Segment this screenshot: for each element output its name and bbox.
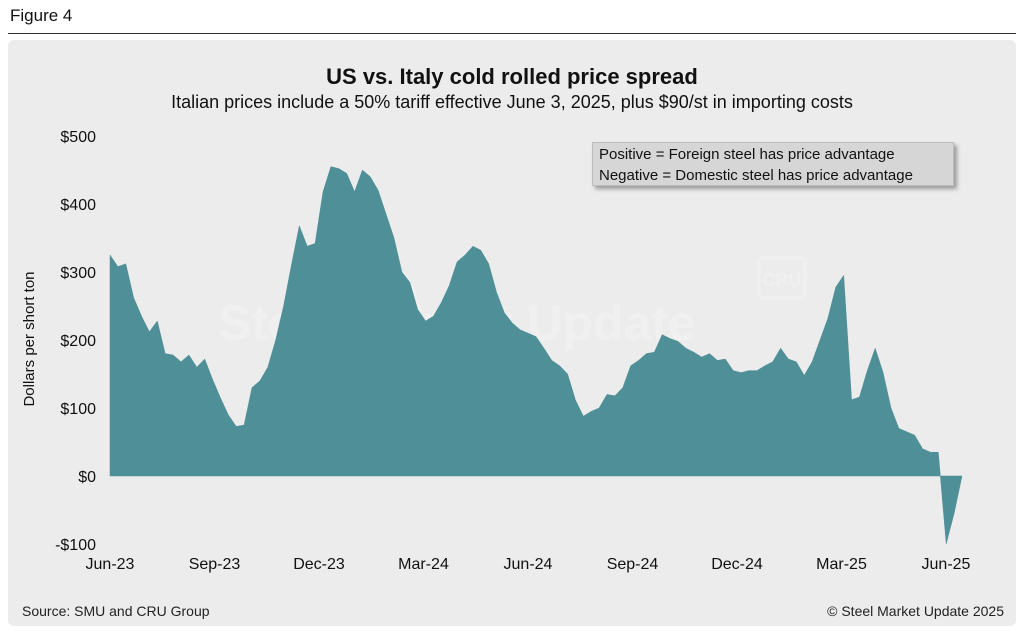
y-tick-label: $200 (60, 333, 96, 350)
series-area (109, 166, 963, 545)
y-tick-label: $400 (60, 197, 96, 214)
chart-subtitle: Italian prices include a 50% tariff effe… (171, 92, 853, 112)
y-tick-label: $100 (60, 401, 96, 418)
legend-note-line-1: Positive = Foreign steel has price advan… (599, 146, 895, 163)
figure-label: Figure 4 (10, 6, 73, 25)
y-axis-label: Dollars per short ton (21, 271, 38, 406)
legend-note: Positive = Foreign steel has price advan… (592, 142, 954, 186)
watermark-badge: CRU (763, 270, 802, 290)
x-axis: Jun-23 Sep-23 Dec-23 Mar-24 Jun-24 Sep-24 Dec-… (86, 556, 971, 573)
x-tick-label: Sep-24 (607, 556, 659, 573)
y-axis: -$100 $0 $100 $200 $300 $400 $500 (55, 129, 96, 554)
legend-note-line-2: Negative = Domestic steel has price adva… (599, 167, 913, 184)
copyright-note: © Steel Market Update 2025 (827, 603, 1004, 619)
y-tick-label: -$100 (55, 537, 96, 554)
x-tick-label: Jun-23 (86, 556, 135, 573)
x-tick-label: Jun-25 (922, 556, 971, 573)
x-tick-label: Mar-25 (816, 556, 867, 573)
x-tick-label: Sep-23 (189, 556, 241, 573)
chart-title: US vs. Italy cold rolled price spread (326, 64, 698, 89)
x-tick-label: Mar-24 (398, 556, 449, 573)
x-tick-label: Dec-24 (711, 556, 763, 573)
figure-divider (8, 33, 1016, 34)
x-tick-label: Jun-24 (504, 556, 553, 573)
y-tick-label: $300 (60, 265, 96, 282)
x-tick-label: Dec-23 (293, 556, 345, 573)
y-tick-label: $0 (78, 469, 96, 486)
watermark-badge-box (757, 256, 807, 300)
y-tick-label: $500 (60, 129, 96, 146)
source-note: Source: SMU and CRU Group (22, 603, 210, 619)
